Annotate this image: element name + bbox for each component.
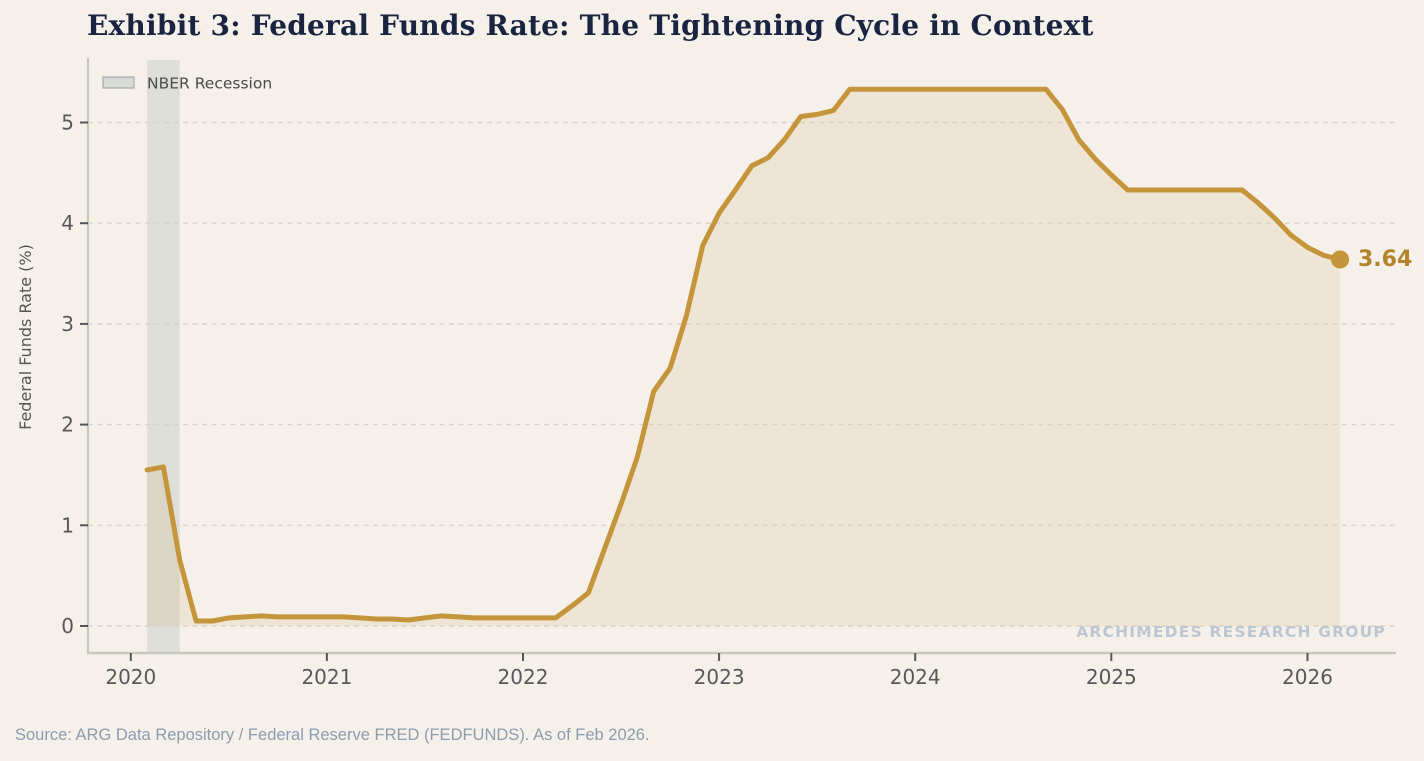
last-value-label: 3.64 <box>1358 247 1412 272</box>
legend: NBER Recession <box>102 75 272 93</box>
x-tick-label: 2020 <box>105 665 156 689</box>
chart-title: Exhibit 3: Federal Funds Rate: The Tight… <box>87 9 1094 42</box>
y-tick-label: 0 <box>61 614 74 638</box>
legend-swatch-recession <box>102 76 135 89</box>
x-tick-label: 2025 <box>1086 665 1137 689</box>
x-tick-label: 2026 <box>1282 665 1333 689</box>
y-tick-label: 2 <box>61 413 74 437</box>
y-tick-label: 5 <box>61 111 74 135</box>
y-axis-title: Federal Funds Rate (%) <box>16 244 35 430</box>
legend-label-recession: NBER Recession <box>147 75 272 93</box>
y-tick-label: 4 <box>61 211 74 235</box>
nber-recession-band <box>147 60 180 653</box>
x-tick-label: 2023 <box>694 665 745 689</box>
fed-funds-rate-line <box>144 86 1343 624</box>
x-tick-label: 2024 <box>890 665 941 689</box>
last-point-marker <box>1331 250 1350 269</box>
y-tick-label: 1 <box>61 513 74 537</box>
rate-area-fill <box>147 89 1341 627</box>
watermark: ARCHIMEDES RESEARCH GROUP <box>1076 623 1386 641</box>
x-tick-label: 2022 <box>498 665 549 689</box>
x-tick-label: 2021 <box>301 665 352 689</box>
source-note: Source: ARG Data Repository / Federal Re… <box>15 726 650 744</box>
y-tick-label: 3 <box>61 312 74 336</box>
